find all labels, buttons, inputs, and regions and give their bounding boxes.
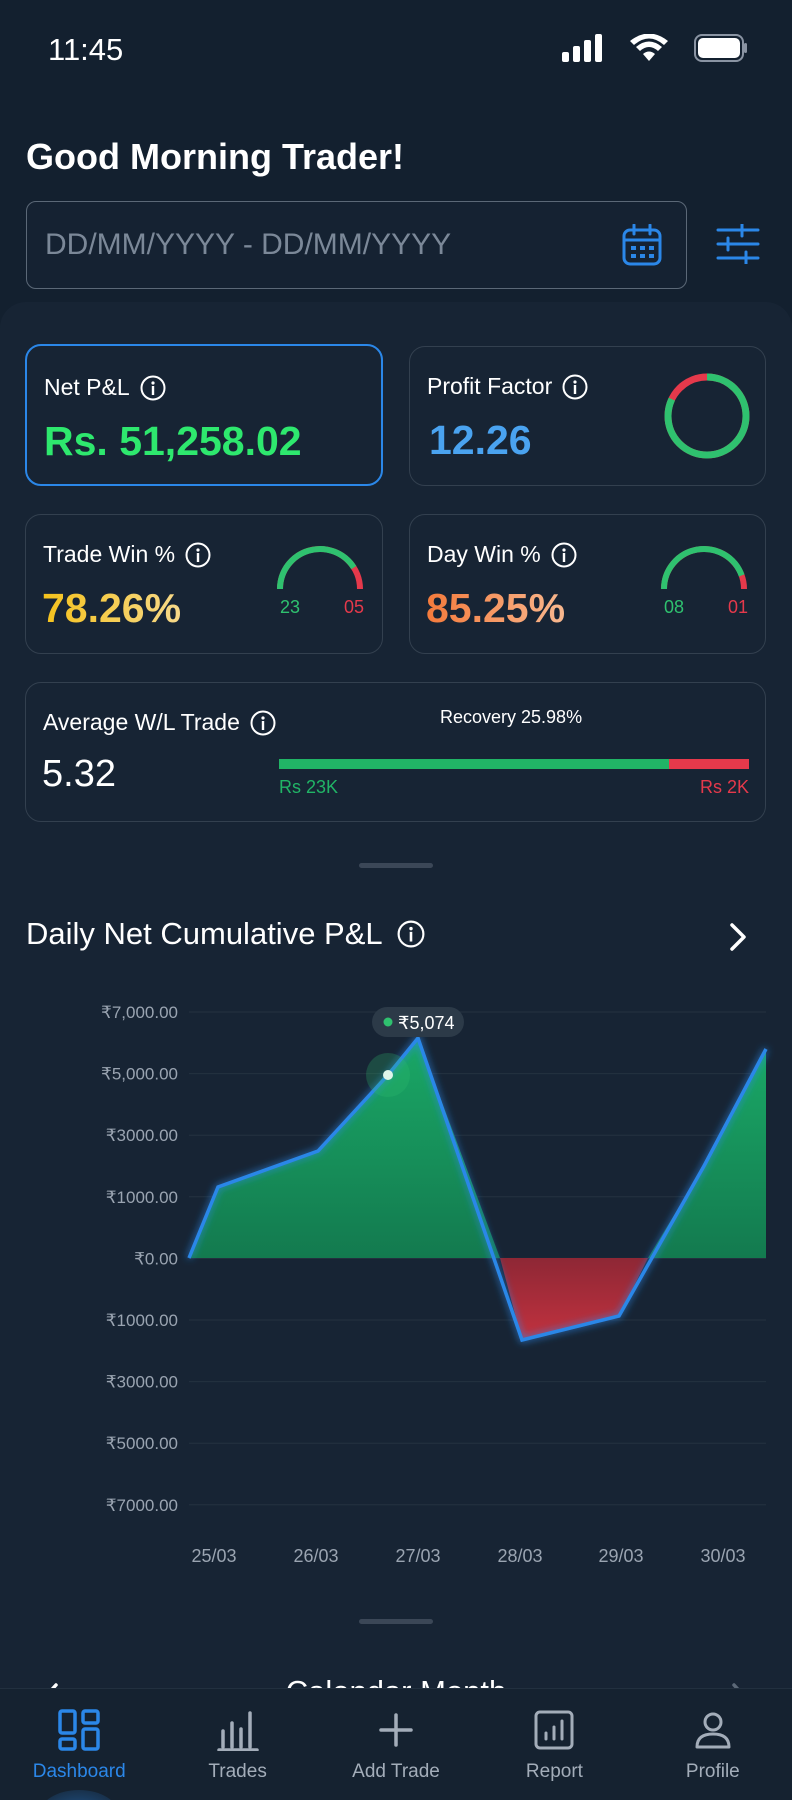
nav-label: Trades <box>208 1761 267 1782</box>
info-icon[interactable] <box>185 542 211 568</box>
y-tick-label: ₹1000.00 <box>106 1188 178 1207</box>
profit-factor-ring <box>664 373 750 459</box>
positive-area <box>189 1038 500 1258</box>
win-amount: Rs 23K <box>279 777 339 797</box>
date-range-input[interactable] <box>45 228 605 262</box>
nav-profile[interactable]: Profile <box>634 1689 792 1800</box>
pnl-line <box>187 1034 768 1343</box>
negative-area <box>500 1258 648 1340</box>
avg-wl-label: Average W/L Trade <box>43 709 240 735</box>
y-tick-label: ₹3000.00 <box>106 1126 178 1145</box>
trade-win-label: Trade Win % <box>43 541 176 567</box>
trade-win-gauge <box>277 546 363 590</box>
x-tick-label: 26/03 <box>293 1546 338 1566</box>
nav-report[interactable]: Report <box>475 1689 633 1800</box>
avg-wl-card[interactable]: Average W/L Trade 5.32 Recovery 25.98% R… <box>25 682 766 822</box>
profit-factor-card[interactable]: Profit Factor 12.26 <box>409 346 766 486</box>
chevron-right-icon[interactable] <box>728 922 748 952</box>
battery-icon <box>694 34 747 62</box>
trade-win-count: 23 <box>280 597 301 617</box>
nav-label: Dashboard <box>32 1761 126 1782</box>
wl-bar-win <box>279 759 670 769</box>
y-tick-label: ₹1000.00 <box>106 1311 178 1330</box>
info-icon[interactable] <box>250 710 276 736</box>
wl-bar <box>279 759 749 769</box>
filter-sliders-icon[interactable] <box>716 224 760 264</box>
profit-factor-value: 12.26 <box>429 417 532 463</box>
net-pnl-card[interactable]: Net P&L Rs. 51,258.02 <box>25 344 383 486</box>
status-icons <box>562 34 748 62</box>
report-icon <box>534 1710 574 1750</box>
avg-wl-value: 5.32 <box>42 753 116 795</box>
date-range-field[interactable] <box>26 201 687 289</box>
day-win-gauge <box>661 546 747 590</box>
bar-chart-icon <box>216 1711 259 1751</box>
dashboard-icon <box>58 1709 100 1751</box>
plus-icon <box>379 1713 413 1747</box>
y-tick-label: ₹5000.00 <box>106 1434 178 1453</box>
trade-loss-count: 05 <box>344 597 365 617</box>
y-tick-label: ₹7000.00 <box>106 1496 178 1515</box>
bottom-navigation: Dashboard Trades Add Trade Report Profil… <box>0 1688 792 1800</box>
net-pnl-label: Net P&L <box>44 374 130 400</box>
day-loss-count: 01 <box>728 597 749 617</box>
nav-label: Add Trade <box>352 1761 440 1782</box>
user-icon <box>695 1712 731 1749</box>
wifi-icon <box>630 34 668 61</box>
trade-win-card[interactable]: Trade Win % 78.26% 23 05 <box>25 514 383 654</box>
x-tick-label: 28/03 <box>497 1546 542 1566</box>
trade-win-value: 78.26% <box>42 585 182 631</box>
greeting-title: Good Morning Trader! <box>26 136 404 177</box>
x-tick-label: 25/03 <box>191 1546 236 1566</box>
profit-factor-label: Profit Factor <box>427 373 553 399</box>
net-pnl-value: Rs. 51,258.02 <box>44 418 302 464</box>
y-tick-label: ₹7,000.00 <box>101 1003 178 1022</box>
x-tick-label: 30/03 <box>700 1546 745 1566</box>
day-win-label: Day Win % <box>427 541 541 567</box>
recovery-label: Recovery 25.98% <box>440 707 583 727</box>
day-win-count: 08 <box>664 597 685 617</box>
y-tick-label: ₹5,000.00 <box>101 1065 178 1084</box>
chart-section-title: Daily Net Cumulative P&L <box>26 916 425 952</box>
tooltip-point <box>383 1070 393 1080</box>
y-tick-label: ₹3000.00 <box>106 1373 178 1392</box>
nav-trades[interactable]: Trades <box>158 1689 316 1800</box>
calendar-icon[interactable] <box>622 224 662 266</box>
chart-title: Daily Net Cumulative P&L <box>26 916 383 951</box>
positive-area-right <box>648 1049 766 1258</box>
tooltip-value: ₹5,074 <box>398 1013 455 1033</box>
x-tick-label: 29/03 <box>598 1546 643 1566</box>
cumulative-pnl-chart: ₹7,000.00 ₹5,000.00 ₹3000.00 ₹1000.00 ₹0.00 ₹… <box>101 1003 768 1566</box>
info-icon[interactable] <box>397 920 425 948</box>
status-time: 11:45 <box>48 32 124 67</box>
drag-handle[interactable] <box>359 863 433 868</box>
nav-add-trade[interactable]: Add Trade <box>317 1689 475 1800</box>
nav-dashboard[interactable]: Dashboard <box>0 1689 158 1800</box>
drag-handle[interactable] <box>359 1619 433 1624</box>
day-win-value: 85.25% <box>426 585 566 631</box>
info-icon[interactable] <box>551 542 577 568</box>
nav-label: Report <box>525 1761 583 1782</box>
info-icon[interactable] <box>562 374 588 400</box>
x-tick-label: 27/03 <box>395 1546 440 1566</box>
info-icon[interactable] <box>140 375 166 401</box>
nav-label: Profile <box>685 1761 740 1782</box>
day-win-card[interactable]: Day Win % 85.25% 08 01 <box>409 514 766 654</box>
tooltip: ₹5,074 <box>372 1007 464 1037</box>
signal-icon <box>562 34 602 62</box>
y-tick-label: ₹0.00 <box>134 1249 178 1268</box>
loss-amount: Rs 2K <box>699 777 749 797</box>
